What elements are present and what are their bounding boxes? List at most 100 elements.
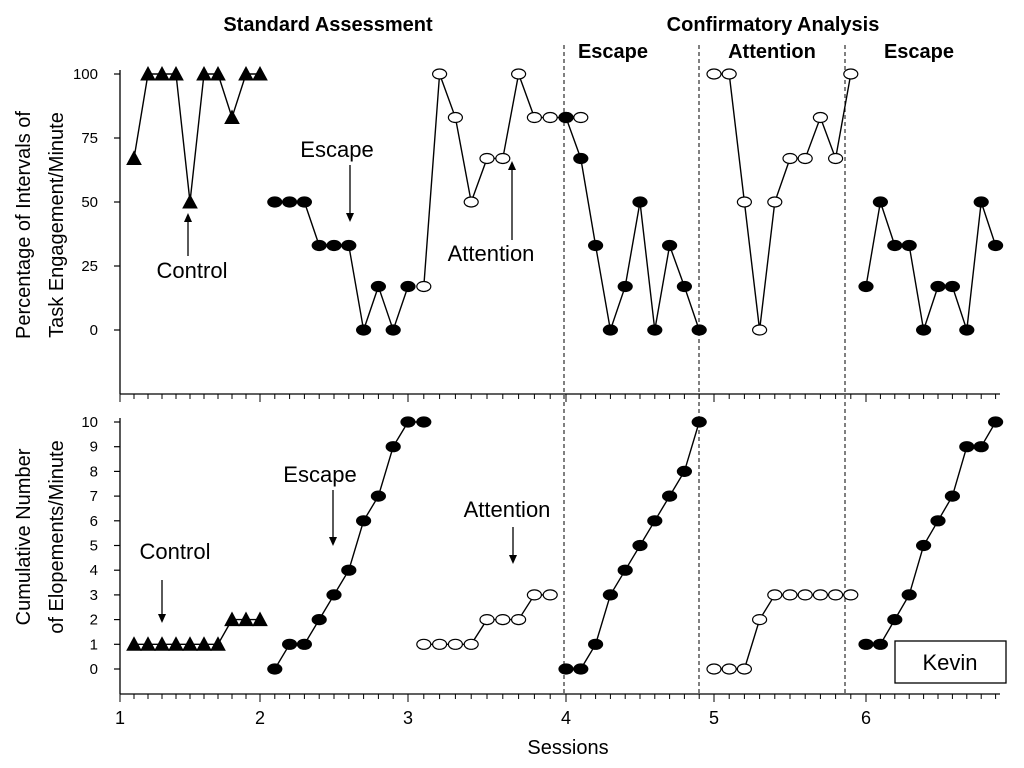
bottom-y-tick-label: 9 [90,439,98,456]
bottom-data-point-circle [267,663,283,675]
bottom-data-point-circle [901,589,917,601]
x-tick-label: 6 [861,708,871,728]
bottom-data-point-circle [827,589,844,601]
bottom-data-point-circle [843,589,859,601]
top-data-point-circle [812,111,829,124]
top-data-point-circle [587,239,604,252]
top-data-point-circle [973,196,989,208]
bottom-data-point-circle [812,589,829,601]
bottom-y-tick-label: 0 [90,661,98,678]
participant-label: Kevin [922,650,977,675]
bottom-series-line-6 [866,421,997,645]
top-data-point-circle [495,152,511,165]
top-data-point-triangle [196,65,212,81]
top-data-point-circle [827,152,844,165]
bottom-data-point-circle [495,613,511,626]
top-arrow-attention-head [508,161,516,170]
x-axis-title: Sessions [527,737,608,759]
bottom-data-point-circle [447,638,463,650]
bottom-data-point-circle [311,613,327,626]
bottom-y-tick-label: 1 [90,636,98,653]
bottom-data-point-circle [296,638,312,650]
top-data-point-triangle [168,65,184,81]
top-data-point-circle [267,196,283,208]
top-data-point-triangle [252,65,268,81]
bottom-data-point-circle [736,663,753,675]
header-standard-assessment: Standard Assessment [223,14,433,36]
top-series-line-1 [133,73,260,203]
bottom-y-tick-label: 6 [90,513,98,530]
top-data-point-circle [296,196,312,208]
top-y-tick-label: 100 [73,66,98,83]
top-data-point-circle [915,324,932,336]
bottom-data-point-circle [959,441,975,453]
bottom-y-axis-title-line1: Cumulative Number [13,448,35,625]
bottom-data-point-circle [416,416,432,428]
top-data-point-triangle [238,65,254,81]
top-data-point-circle [526,111,543,124]
bottom-data-point-circle [973,441,989,453]
bottom-data-point-circle [887,613,903,626]
bottom-data-point-triangle [210,636,226,651]
top-data-point-circle [311,239,327,252]
bottom-series-line-2 [274,421,424,670]
bottom-data-point-circle [542,589,558,601]
top-data-point-circle [447,111,463,124]
bottom-data-point-triangle [238,611,254,627]
bottom-data-point-circle [872,638,889,650]
top-data-point-circle [282,196,298,208]
bottom-data-point-triangle [252,611,268,627]
x-tick-label: 1 [115,708,125,728]
top-data-point-circle [887,239,903,252]
top-data-point-circle [400,280,416,293]
top-data-point-triangle [140,65,156,81]
bottom-series-line-1 [134,618,260,645]
bottom-arrow-escape-head [329,537,337,546]
top-data-point-circle [432,68,448,80]
bottom-data-point-circle [400,416,416,428]
top-data-point-circle [987,239,1004,252]
top-series-line-6 [865,201,997,331]
bottom-data-point-triangle [168,636,184,651]
top-data-point-circle [676,280,693,293]
bottom-data-point-circle [573,663,589,675]
bottom-data-point-circle [691,416,707,428]
top-data-point-circle [356,324,372,336]
bottom-data-point-circle [647,515,663,527]
bottom-y-tick-label: 4 [90,562,98,579]
bottom-data-point-circle [356,515,372,527]
bottom-data-point-circle [706,663,722,675]
bottom-annotation-escape: Escape [283,462,356,487]
x-tick-label: 2 [255,708,265,728]
top-data-point-circle [767,196,783,208]
top-data-point-circle [930,280,946,293]
top-series-line-2 [274,201,409,333]
top-data-point-circle [573,152,589,165]
top-data-point-triangle [182,193,198,209]
bottom-data-point-circle [676,465,693,477]
header-phase-escape-2: Escape [884,41,954,63]
bottom-y-tick-label: 5 [90,538,98,555]
bottom-data-point-triangle [196,636,212,651]
top-arrow-escape-head [346,213,354,222]
top-data-point-circle [326,239,342,252]
top-annotation-escape: Escape [300,137,373,162]
top-data-point-circle [463,196,479,208]
bottom-data-point-circle [370,490,386,502]
bottom-y-tick-label: 2 [90,612,98,629]
top-data-point-circle [706,68,722,80]
bottom-arrow-control-head [158,614,166,623]
bottom-data-point-circle [721,663,737,675]
top-y-tick-label: 25 [81,258,98,275]
top-y-axis-title-line1: Percentage of Intervals of [13,111,35,339]
top-data-point-circle [647,324,663,336]
top-data-point-circle [782,152,798,165]
top-data-point-circle [872,196,889,208]
participant-box [894,640,1007,684]
top-y-tick-label: 0 [90,322,98,339]
top-y-tick-label: 75 [81,130,98,147]
top-data-point-circle [602,324,619,336]
top-data-point-circle [542,111,558,124]
bottom-y-axis-title-line2: of Elopements/Minute [46,440,68,633]
